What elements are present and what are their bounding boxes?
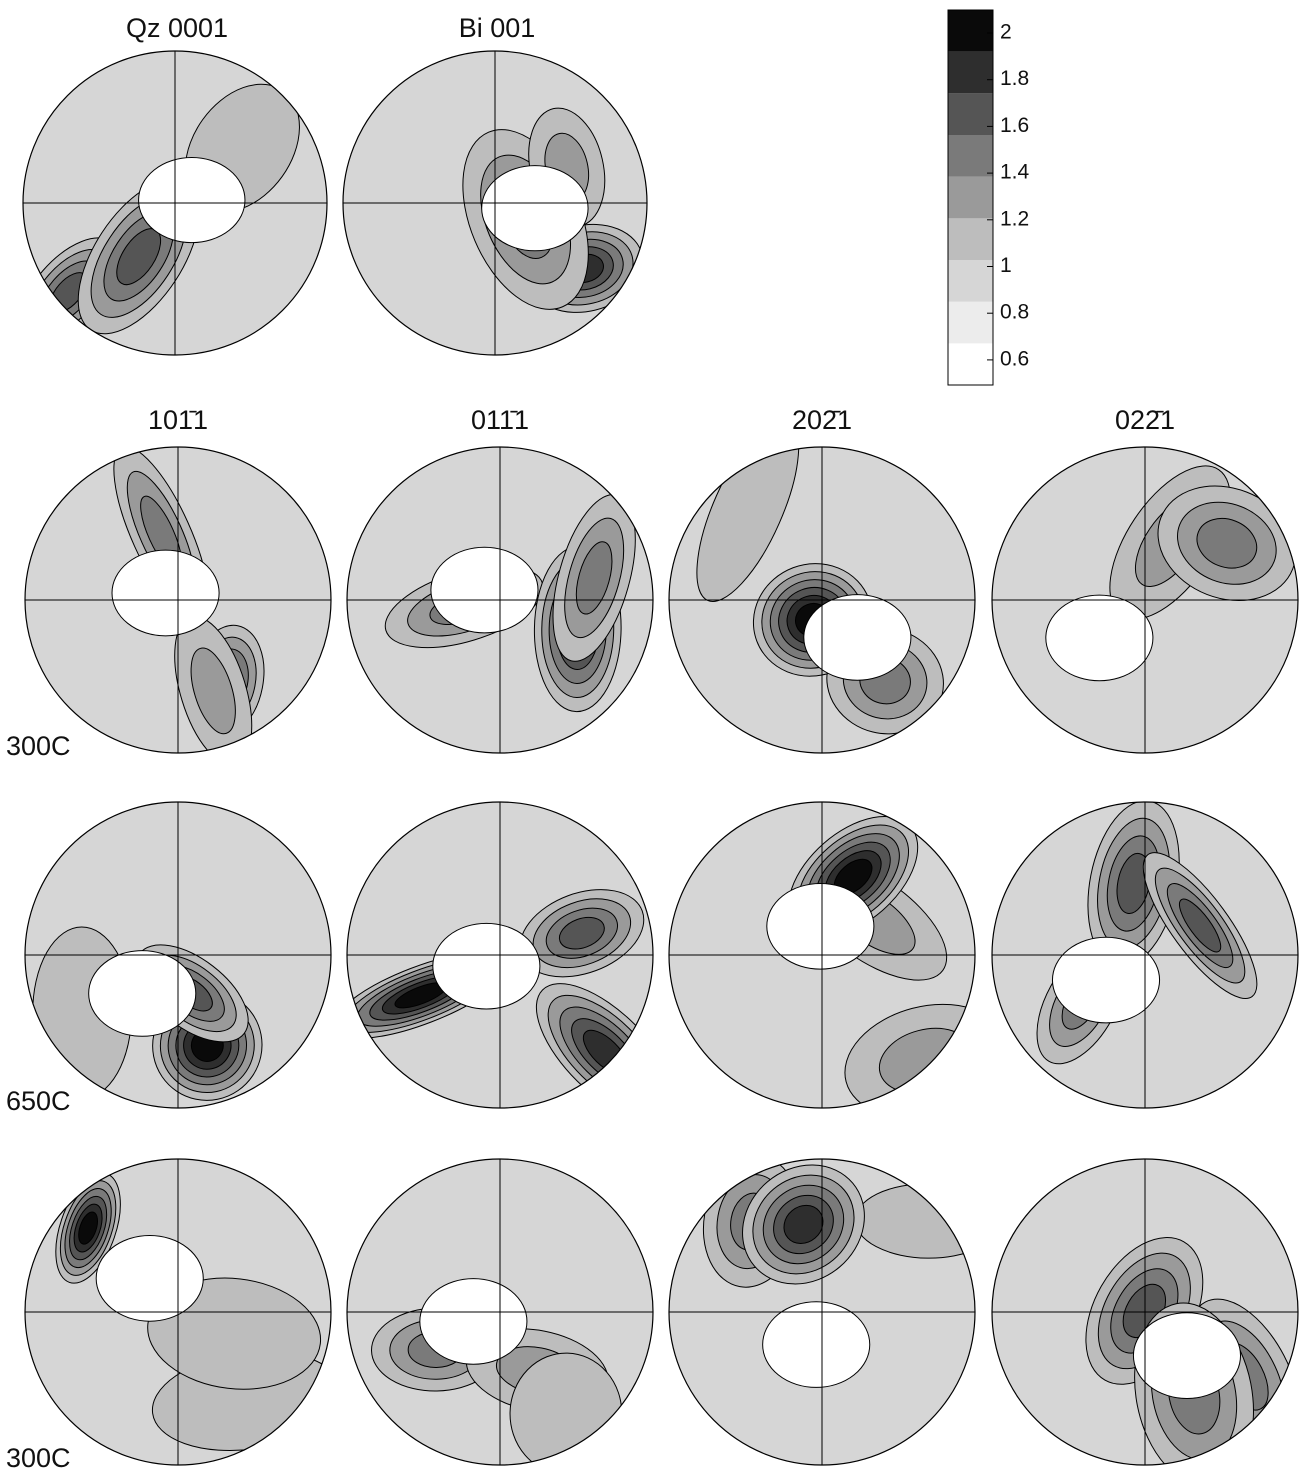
outline — [346, 1158, 654, 1466]
legend-label: 1.4 — [1000, 161, 1030, 184]
contour — [138, 157, 246, 244]
legend-label: 0.8 — [1000, 301, 1029, 324]
legend-label: 2 — [1000, 21, 1012, 44]
contour — [766, 882, 875, 970]
pole-figure — [669, 802, 975, 1108]
outline — [668, 801, 976, 1109]
contour — [78, 1211, 98, 1245]
legend-band — [948, 51, 993, 94]
legend-label: 1.6 — [1000, 114, 1029, 137]
contour — [481, 165, 589, 252]
contour — [1196, 517, 1258, 569]
outline — [24, 446, 332, 754]
legend-frame — [947, 9, 994, 386]
contour — [803, 594, 912, 681]
legend-band — [948, 10, 993, 52]
contour — [1132, 1312, 1242, 1399]
row-label: 650C — [6, 1086, 71, 1116]
panel-title: Qz 0001 — [126, 13, 228, 43]
legend-label: 1.8 — [1000, 67, 1029, 90]
contour — [430, 546, 539, 634]
pole-figure — [347, 802, 653, 1108]
contour — [95, 1235, 204, 1322]
outline — [24, 801, 332, 1109]
legend-band — [948, 343, 993, 385]
column-title: 101̄1 — [148, 405, 208, 435]
legend-band — [948, 93, 993, 135]
outline — [346, 446, 654, 754]
pole-figure — [669, 1159, 975, 1465]
legend-band — [948, 260, 993, 302]
legend-label: 1 — [1000, 254, 1012, 277]
outline — [668, 446, 976, 754]
legend-label: 0.6 — [1000, 347, 1029, 370]
legend-band — [948, 218, 993, 260]
row-label: 300C — [6, 731, 71, 761]
legend-band — [948, 176, 993, 219]
contour — [762, 1301, 871, 1388]
contour — [88, 950, 197, 1037]
legend-band — [948, 301, 993, 344]
contour — [1178, 898, 1222, 953]
pole-figure — [23, 51, 327, 355]
pole-figures — [22, 50, 1299, 1466]
contour — [558, 916, 605, 950]
row-label: 300C — [6, 1443, 71, 1473]
outline — [342, 50, 648, 356]
outline — [346, 801, 654, 1109]
legend-band — [948, 135, 993, 177]
outline — [991, 1158, 1299, 1466]
column-title: 202̄1 — [792, 405, 852, 435]
contour — [1051, 936, 1161, 1024]
contour — [575, 541, 613, 615]
outline — [24, 1158, 332, 1466]
legend-label: 1.2 — [1000, 207, 1029, 230]
panel-title: Bi 001 — [459, 13, 536, 43]
contour — [1045, 594, 1154, 682]
contour — [432, 922, 541, 1010]
contour — [190, 647, 236, 735]
outline — [22, 50, 328, 356]
column-title: 022̄1 — [1115, 405, 1175, 435]
outline — [668, 1158, 976, 1466]
contour — [783, 1204, 824, 1244]
outline — [991, 801, 1299, 1109]
contour — [419, 1278, 528, 1365]
contour — [111, 549, 220, 637]
outline — [991, 446, 1299, 754]
legend: 2 1.8 1.6 1.4 1.2 1 0.8 0.6 — [947, 9, 1030, 386]
column-title: 011̄1 — [471, 405, 529, 435]
pole-figure — [992, 1159, 1298, 1465]
